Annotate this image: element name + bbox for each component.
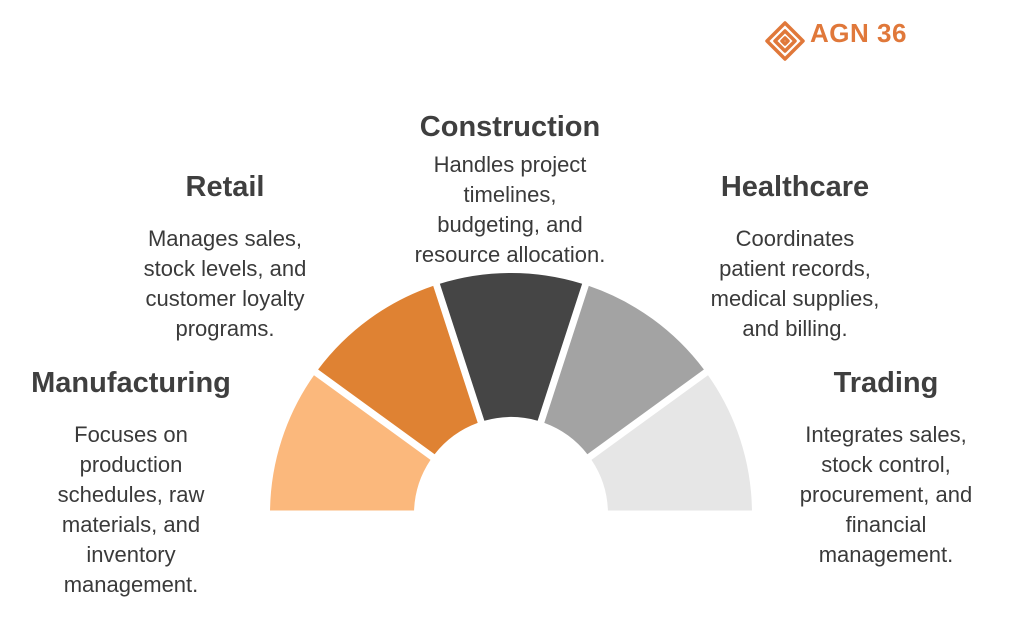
desc-line: stock levels, and [143,256,307,281]
desc-line: stock control, [821,452,951,477]
desc-line: schedules, raw [57,482,205,507]
segment-healthcare [544,285,704,455]
desc-line: procurement, and [799,482,973,507]
desc-line: Integrates sales, [805,422,967,447]
desc-line: and billing. [742,316,848,341]
desc-line: inventory [86,542,176,567]
segment-trading [591,375,752,511]
logo-mark-icon [765,21,805,61]
desc-line: financial [845,512,927,537]
logo: AGN 36 [764,16,954,66]
label-manufacturing: Manufacturing Focuses on production sche… [20,366,242,600]
segment-retail [318,285,478,455]
desc-line: Coordinates [735,226,855,251]
desc-line: medical supplies, [710,286,880,311]
label-healthcare: Healthcare Coordinates patient records, … [680,170,910,344]
title-healthcare: Healthcare [720,171,870,203]
desc-line: production [79,452,183,477]
desc-line: patient records, [719,256,871,281]
title-trading: Trading [833,367,939,399]
title-manufacturing: Manufacturing [31,367,231,399]
desc-line: timelines, [463,182,557,207]
label-trading: Trading Integrates sales, stock control,… [772,366,1000,570]
desc-line: management. [818,542,954,567]
logo-text: AGN 36 [810,18,907,48]
segment-construction [439,273,583,421]
desc-line: Focuses on [74,422,188,447]
segment-manufacturing [270,375,431,511]
desc-line: budgeting, and [437,212,583,237]
desc-line: customer loyalty [145,286,305,311]
desc-line: materials, and [61,512,201,537]
title-construction: Construction [419,111,601,143]
label-construction: Construction Handles project timelines, … [390,110,630,270]
title-retail: Retail [185,171,265,203]
desc-line: Manages sales, [147,226,303,251]
desc-line: programs. [175,316,275,341]
desc-line: resource allocation. [414,242,606,267]
desc-line: Handles project [433,152,587,177]
desc-line: management. [63,572,199,597]
label-retail: Retail Manages sales, stock levels, and … [110,170,340,344]
